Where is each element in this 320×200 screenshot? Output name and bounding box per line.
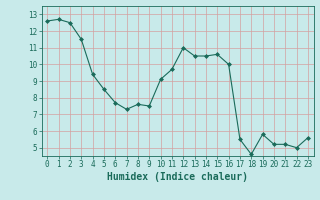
- X-axis label: Humidex (Indice chaleur): Humidex (Indice chaleur): [107, 172, 248, 182]
